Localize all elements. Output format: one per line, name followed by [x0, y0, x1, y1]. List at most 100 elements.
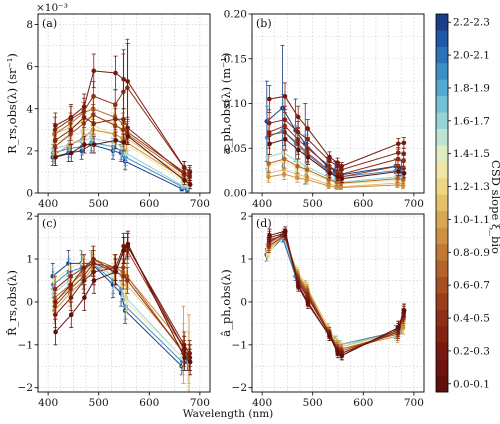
- x-tick-label: 600: [139, 198, 159, 210]
- x-tick-label: 700: [190, 397, 210, 409]
- data-point: [53, 329, 58, 335]
- axes-frame: [37, 213, 211, 393]
- panel-a: 400 500 600 700 0 2 4 6 8 (a) R_rs,obs(λ) (sr⁻¹) ×1…: [5, 2, 211, 210]
- data-point: [51, 278, 57, 283]
- colorbar-segment: [436, 260, 448, 278]
- data-point: [296, 147, 301, 153]
- colorbar-segment: [436, 46, 448, 64]
- data-point: [401, 171, 407, 176]
- data-point: [113, 70, 118, 76]
- data-point: [267, 96, 272, 102]
- data-point: [53, 312, 58, 318]
- panel-d: 400 500 600 700 −2 −1 0 1 2 (d) â_ph,obs(λ): [219, 211, 425, 409]
- data-point: [68, 312, 74, 318]
- data-point: [121, 140, 127, 145]
- data-point: [305, 301, 311, 307]
- data-point: [335, 351, 341, 356]
- data-point: [282, 94, 288, 99]
- data-point: [395, 150, 401, 156]
- data-point: [305, 137, 310, 142]
- data-point: [80, 135, 86, 141]
- colorbar-segment: [436, 96, 448, 113]
- series-line: [266, 107, 402, 176]
- colorbar-frame: [435, 13, 449, 393]
- colorbar-tick-label: 1.4-1.5: [453, 148, 490, 160]
- colorbar-segment: [436, 211, 448, 228]
- data-point: [296, 284, 301, 290]
- colorbar-tick-label: 2.0-2.1: [453, 50, 490, 62]
- x-tick-label: 700: [404, 397, 424, 409]
- data-point: [90, 127, 96, 133]
- series-line: [267, 234, 404, 348]
- data-point: [305, 154, 311, 160]
- colorbar-segment: [436, 194, 448, 212]
- data-point: [400, 177, 406, 182]
- data-point: [304, 177, 310, 182]
- series-a-20: [53, 43, 193, 179]
- colorbar-tick-label: 1.0-1.1: [453, 214, 490, 226]
- data-point: [395, 176, 400, 181]
- x-tick-label: 400: [38, 397, 58, 409]
- axis-multiplier: ×10⁻³: [36, 2, 68, 14]
- series-a-22: [53, 127, 193, 190]
- series-line: [269, 234, 405, 354]
- data-point: [81, 104, 87, 109]
- colorbar-segment: [436, 227, 448, 245]
- data-point: [401, 158, 406, 164]
- data-point: [267, 141, 272, 147]
- data-point: [295, 114, 301, 120]
- y-tick-label: 0.00: [224, 188, 247, 200]
- data-point: [266, 120, 272, 126]
- y-axis-label: R̂_rs,obs(λ): [5, 270, 19, 336]
- colorbar-tick-label: 1.8-1.9: [453, 82, 490, 94]
- data-point: [327, 154, 332, 160]
- y-tick-label: 0.15: [224, 53, 247, 65]
- colorbar-tick-label: 2.2-2.3: [453, 17, 490, 29]
- y-tick-label: 2: [240, 211, 247, 223]
- data-point: [334, 185, 340, 190]
- x-tick-label: 600: [353, 397, 373, 409]
- x-tick-label: 500: [89, 397, 109, 409]
- data-point: [68, 295, 74, 300]
- data-point: [282, 228, 288, 234]
- data-point: [125, 278, 130, 283]
- colorbar-segment: [436, 63, 448, 81]
- data-point: [335, 160, 340, 165]
- series-line: [266, 236, 402, 346]
- data-point: [123, 299, 129, 305]
- data-point: [396, 325, 401, 330]
- colorbar-tick-label: 1.6-1.7: [453, 115, 490, 127]
- y-tick-label: 4: [26, 103, 33, 115]
- data-point: [401, 140, 407, 146]
- colorbar-segment: [436, 244, 448, 261]
- panel-letter: (d): [256, 217, 272, 230]
- data-point: [327, 171, 333, 176]
- y-axis-label: a_ph,obs(λ) (m⁻¹): [219, 53, 233, 155]
- data-point: [304, 167, 310, 173]
- series-b-13: [266, 168, 406, 190]
- x-tick-label: 400: [252, 397, 272, 409]
- x-tick-label: 500: [303, 397, 323, 409]
- data-point: [68, 150, 74, 156]
- colorbar-segment: [436, 178, 448, 196]
- data-point: [401, 308, 407, 313]
- x-tick-label: 700: [404, 198, 424, 210]
- data-point: [327, 333, 333, 339]
- data-point: [91, 93, 96, 99]
- x-tick-label: 600: [353, 198, 373, 210]
- colorbar-segment: [436, 30, 448, 48]
- data-point: [187, 359, 193, 365]
- data-point: [113, 116, 118, 122]
- x-tick-label: 500: [89, 198, 109, 210]
- data-point: [125, 241, 131, 247]
- series-b-20: [267, 82, 407, 171]
- colorbar-segment: [436, 14, 448, 31]
- data-point: [182, 178, 187, 183]
- axes-frame: [251, 213, 425, 393]
- data-point: [68, 114, 74, 120]
- axes-frame: [37, 13, 211, 194]
- series-c-22: [53, 230, 193, 376]
- series-b-22: [267, 128, 407, 183]
- y-axis-label: R_rs,obs(λ) (sr⁻¹): [5, 53, 19, 154]
- data-point: [295, 129, 301, 135]
